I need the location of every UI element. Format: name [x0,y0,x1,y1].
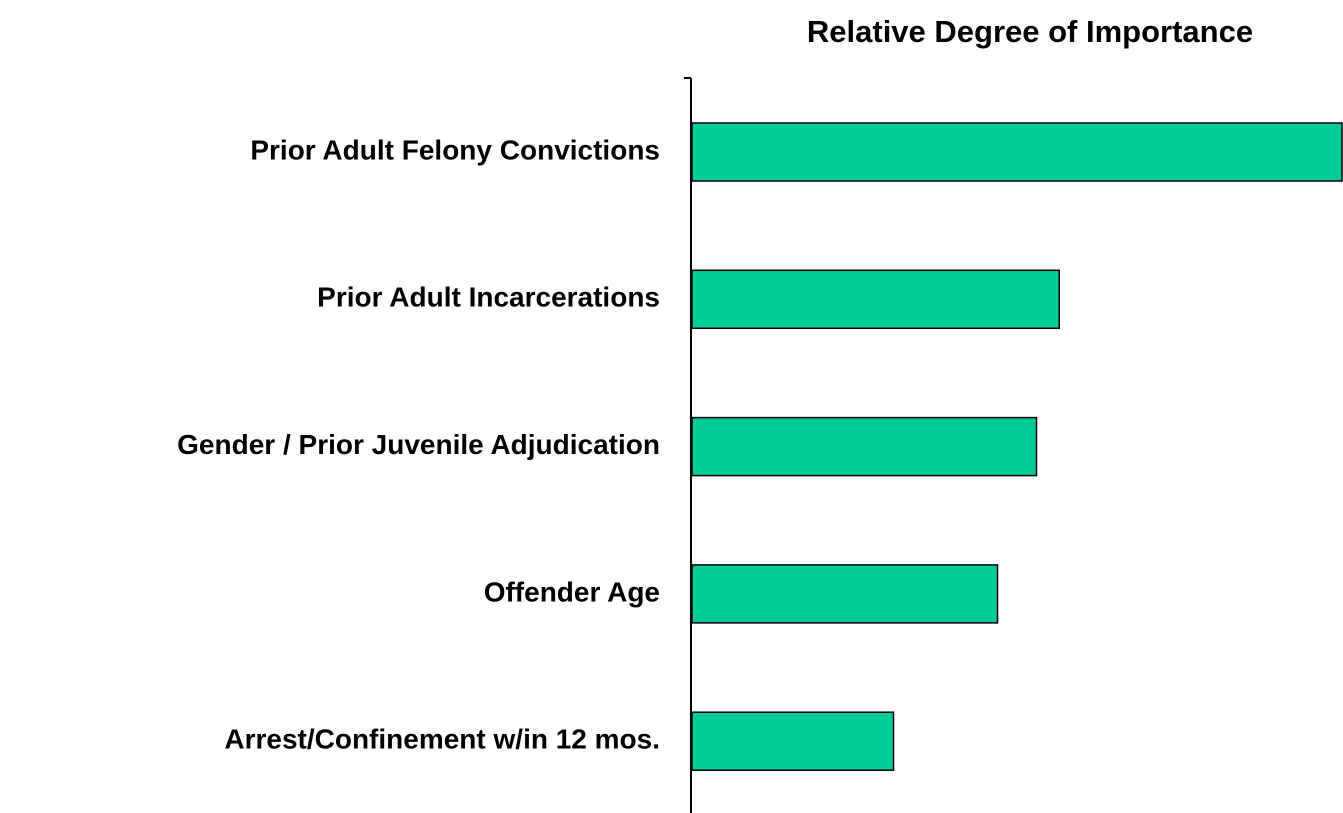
y-tick-label: Gender / Prior Juvenile Adjudication [177,429,660,460]
bar [691,269,1060,330]
bar [691,711,895,771]
y-tick-label: Prior Adult Incarcerations [317,282,660,313]
bar [691,564,999,624]
y-tick-label: Offender Age [484,576,660,607]
chart-title: Relative Degree of Importance [807,14,1253,49]
bar [691,122,1343,182]
y-tick-label: Prior Adult Felony Convictions [250,134,660,165]
bar [691,416,1038,477]
y-tick-label: Arrest/Confinement w/in 12 mos. [224,724,660,755]
